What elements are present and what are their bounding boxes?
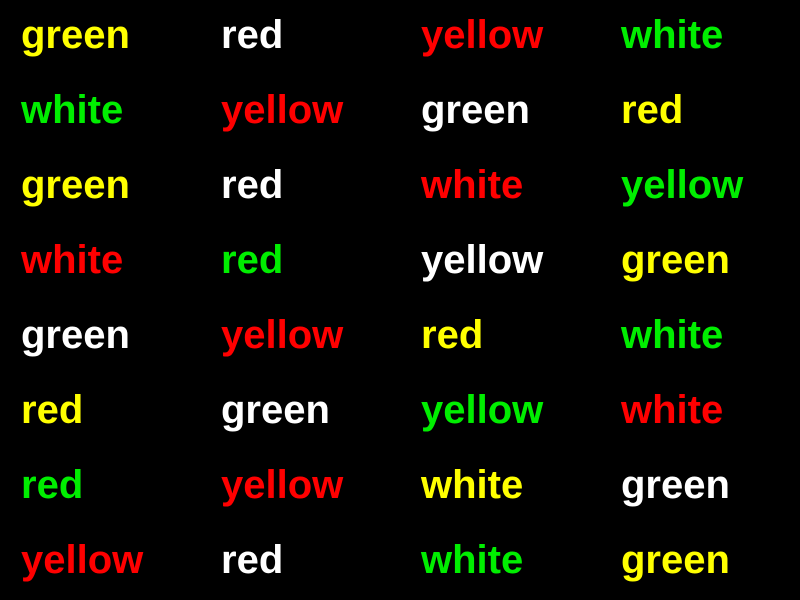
word-r2-c3: yellow: [621, 163, 744, 207]
word-r6-c3: green: [621, 463, 730, 507]
word-r4-c3: white: [621, 313, 724, 357]
word-r0-c1: red: [221, 13, 284, 57]
word-r1-c3: red: [621, 88, 684, 132]
word-r6-c2: white: [421, 463, 524, 507]
word-r3-c3: green: [621, 238, 730, 282]
word-r6-c1: yellow: [221, 463, 344, 507]
word-r0-c2: yellow: [421, 13, 544, 57]
word-r5-c0: red: [21, 388, 84, 432]
word-r1-c1: yellow: [221, 88, 344, 132]
word-r4-c2: red: [421, 313, 484, 357]
word-r1-c0: white: [21, 88, 124, 132]
word-r0-c3: white: [621, 13, 724, 57]
word-r3-c0: white: [21, 238, 124, 282]
word-r7-c3: green: [621, 538, 730, 582]
word-r3-c2: yellow: [421, 238, 544, 282]
word-r6-c0: red: [21, 463, 84, 507]
word-r2-c2: white: [421, 163, 524, 207]
word-r3-c1: red: [221, 238, 284, 282]
word-r5-c1: green: [221, 388, 330, 432]
word-r5-c3: white: [621, 388, 724, 432]
word-r7-c2: white: [421, 538, 524, 582]
word-r4-c1: yellow: [221, 313, 344, 357]
word-r7-c0: yellow: [21, 538, 144, 582]
word-r0-c0: green: [21, 13, 130, 57]
word-r2-c0: green: [21, 163, 130, 207]
word-r1-c2: green: [421, 88, 530, 132]
word-r2-c1: red: [221, 163, 284, 207]
word-r7-c1: red: [221, 538, 284, 582]
word-r4-c0: green: [21, 313, 130, 357]
word-r5-c2: yellow: [421, 388, 544, 432]
